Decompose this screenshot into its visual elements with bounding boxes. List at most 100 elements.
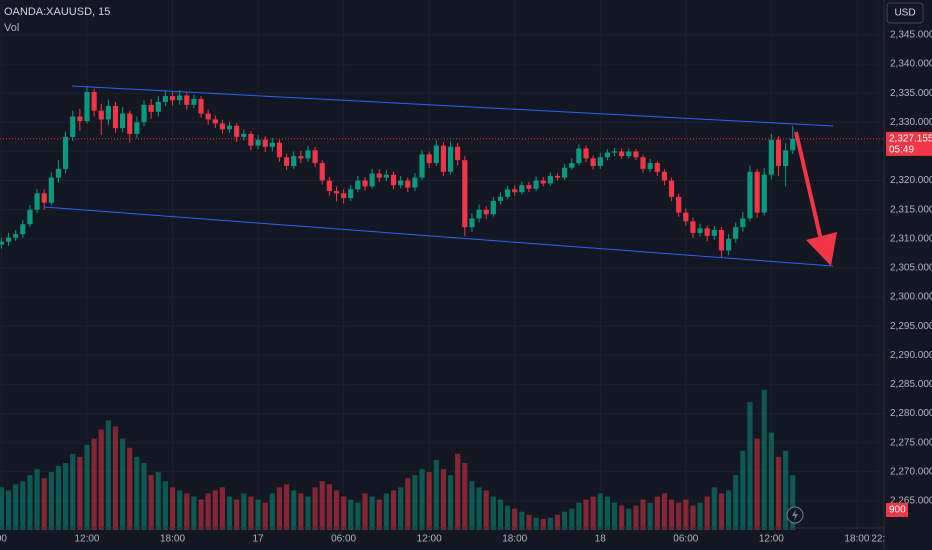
candle-body (383, 174, 389, 178)
candle-body (576, 148, 582, 164)
volume-bar (526, 514, 532, 530)
volume-bar (761, 389, 767, 530)
candle-body (661, 171, 668, 181)
candle-body (754, 171, 760, 213)
volume-bar (419, 469, 425, 530)
volume-bar (469, 481, 475, 530)
volume-bar (191, 496, 197, 530)
volume-bar (205, 493, 211, 530)
x-tick-label: 22: (871, 534, 885, 545)
symbol-title[interactable]: OANDA:XAUUSD, 15 (4, 6, 110, 18)
candle-body (711, 230, 717, 236)
volume-bar (412, 475, 418, 530)
candle-body (469, 218, 475, 228)
volume-bar (348, 499, 354, 530)
volume-bar (369, 496, 375, 530)
candle-body (34, 193, 40, 210)
candle-body (283, 157, 290, 166)
x-tick-label: 18 (595, 534, 607, 545)
x-tick-label: 18:00 (502, 534, 527, 545)
volume-bar (241, 493, 247, 530)
candle-body (433, 145, 439, 164)
volume-bar (569, 508, 575, 530)
channel-bottom-line[interactable] (43, 206, 834, 267)
arrow-shaft[interactable] (794, 131, 823, 241)
candle-body (241, 133, 247, 137)
volume-bar (619, 505, 625, 530)
x-tick-label: 18:00 (844, 534, 869, 545)
candle-body (476, 209, 482, 219)
channel-top-line[interactable] (71, 85, 834, 127)
candle-body (398, 180, 404, 186)
volume-bar (333, 490, 340, 530)
x-tick-label: 18:00 (160, 534, 185, 545)
lightning-icon (792, 509, 798, 521)
volume-bar (604, 496, 610, 530)
volume-bar (362, 493, 368, 530)
candle-body (0, 241, 5, 245)
candle-body (633, 151, 639, 158)
y-tick-label: 2,345.000 (890, 30, 932, 41)
candle-body (369, 173, 375, 187)
candle-body (733, 227, 739, 239)
volume-bar (390, 490, 397, 530)
currency-label[interactable]: USD (894, 8, 915, 19)
y-tick-label: 2,265.000 (890, 496, 932, 507)
volume-bar (519, 511, 525, 530)
volume-bar (0, 487, 5, 530)
volume-bar (576, 502, 582, 530)
candle-body (697, 228, 703, 233)
x-tick-label: 00 (0, 534, 7, 545)
volume-bar (105, 420, 111, 530)
candle-body (70, 116, 76, 137)
volume-bar (512, 508, 518, 530)
volume-bar (62, 462, 69, 530)
candle-body (647, 163, 653, 169)
candle-body (504, 189, 511, 197)
volume-bar (319, 481, 325, 530)
last-volume-label: 900 (889, 505, 906, 516)
candle-body (483, 209, 489, 215)
candle-body (562, 167, 568, 178)
volume-bar (690, 505, 696, 530)
candle-body (276, 142, 283, 158)
candle-body (319, 163, 325, 181)
y-tick-label: 2,280.000 (890, 408, 932, 419)
volume-bar (733, 475, 739, 530)
volume-bar (611, 502, 618, 530)
candles (0, 85, 884, 258)
volume-bar (547, 517, 553, 530)
candle-body (775, 139, 782, 166)
candle-body (212, 119, 218, 124)
volume-bar (455, 453, 461, 530)
candle-body (704, 228, 710, 236)
volume-title[interactable]: Vol (4, 22, 19, 34)
volume-bar (775, 456, 782, 530)
candle-body (547, 175, 553, 184)
arrow-head[interactable] (806, 232, 837, 266)
candle-body (312, 150, 318, 164)
candle-body (390, 174, 397, 186)
candle-body (234, 125, 240, 137)
volume-bar (483, 490, 489, 530)
volume-bar (226, 496, 233, 530)
volume-bar (98, 429, 104, 530)
candle-body (105, 106, 111, 120)
volume-bar (447, 475, 454, 530)
candle-body (604, 152, 610, 158)
currency-button[interactable] (886, 2, 924, 24)
volume-bar (683, 499, 689, 530)
candle-body (783, 150, 789, 166)
volume-bar (490, 496, 496, 530)
volume-bar (355, 502, 361, 530)
volume-bar (711, 487, 717, 530)
candle-body (590, 158, 596, 166)
y-tick-label: 2,300.000 (890, 292, 932, 303)
volume-bar (13, 484, 19, 530)
volume-bar (376, 499, 382, 530)
candle-body (120, 113, 126, 129)
y-tick-label: 2,320.000 (890, 175, 932, 186)
candle-body (490, 200, 496, 215)
y-tick-label: 2,340.000 (890, 59, 932, 70)
candle-body (269, 142, 275, 147)
